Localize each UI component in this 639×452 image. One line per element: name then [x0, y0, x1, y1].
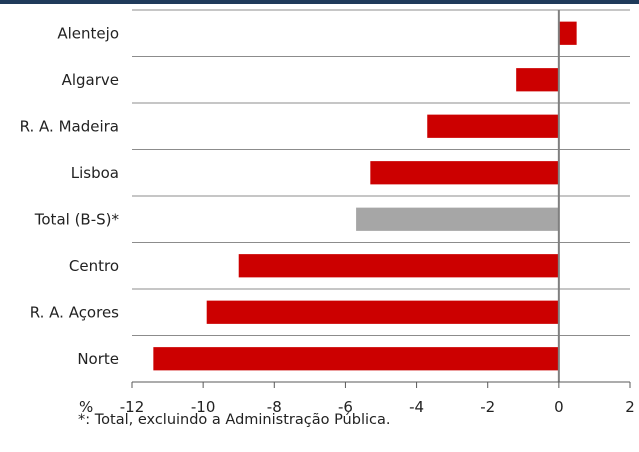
category-label: R. A. Açores [30, 303, 119, 321]
category-label: Centro [69, 257, 119, 275]
x-tick-label: -8 [267, 398, 282, 416]
x-tick-label: 0 [554, 398, 564, 416]
bars [153, 21, 577, 371]
x-tick-label: 2 [625, 398, 635, 416]
category-label: Norte [77, 350, 119, 368]
top-rule [0, 0, 639, 4]
bar [206, 300, 559, 324]
bar [370, 161, 559, 185]
category-label: Alentejo [57, 24, 119, 42]
category-label: Total (B-S)* [34, 210, 120, 228]
x-tick-label: -4 [409, 398, 424, 416]
gridlines [132, 9, 630, 383]
category-label: R. A. Madeira [20, 117, 119, 135]
x-tick-label: -10 [191, 398, 216, 416]
bar [356, 207, 559, 231]
x-tick-label: -6 [338, 398, 353, 416]
axes [131, 10, 631, 388]
bar [516, 68, 559, 92]
category-label: Lisboa [71, 164, 119, 182]
x-tick-label: -2 [480, 398, 495, 416]
bar [558, 21, 577, 45]
category-label: Algarve [62, 71, 119, 89]
x-tick-label: -12 [120, 398, 145, 416]
bar [153, 347, 559, 371]
category-labels: Alentejo Algarve R. A. Madeira Lisboa Total … [20, 24, 120, 368]
tick-labels: -12 -10 -8 -6 -4 -2 0 2 [120, 398, 635, 416]
x-unit-label: % [79, 398, 93, 416]
bar [238, 254, 559, 278]
footnote: *: Total, excluindo a Administração Públ… [78, 412, 391, 428]
bar [427, 114, 559, 138]
